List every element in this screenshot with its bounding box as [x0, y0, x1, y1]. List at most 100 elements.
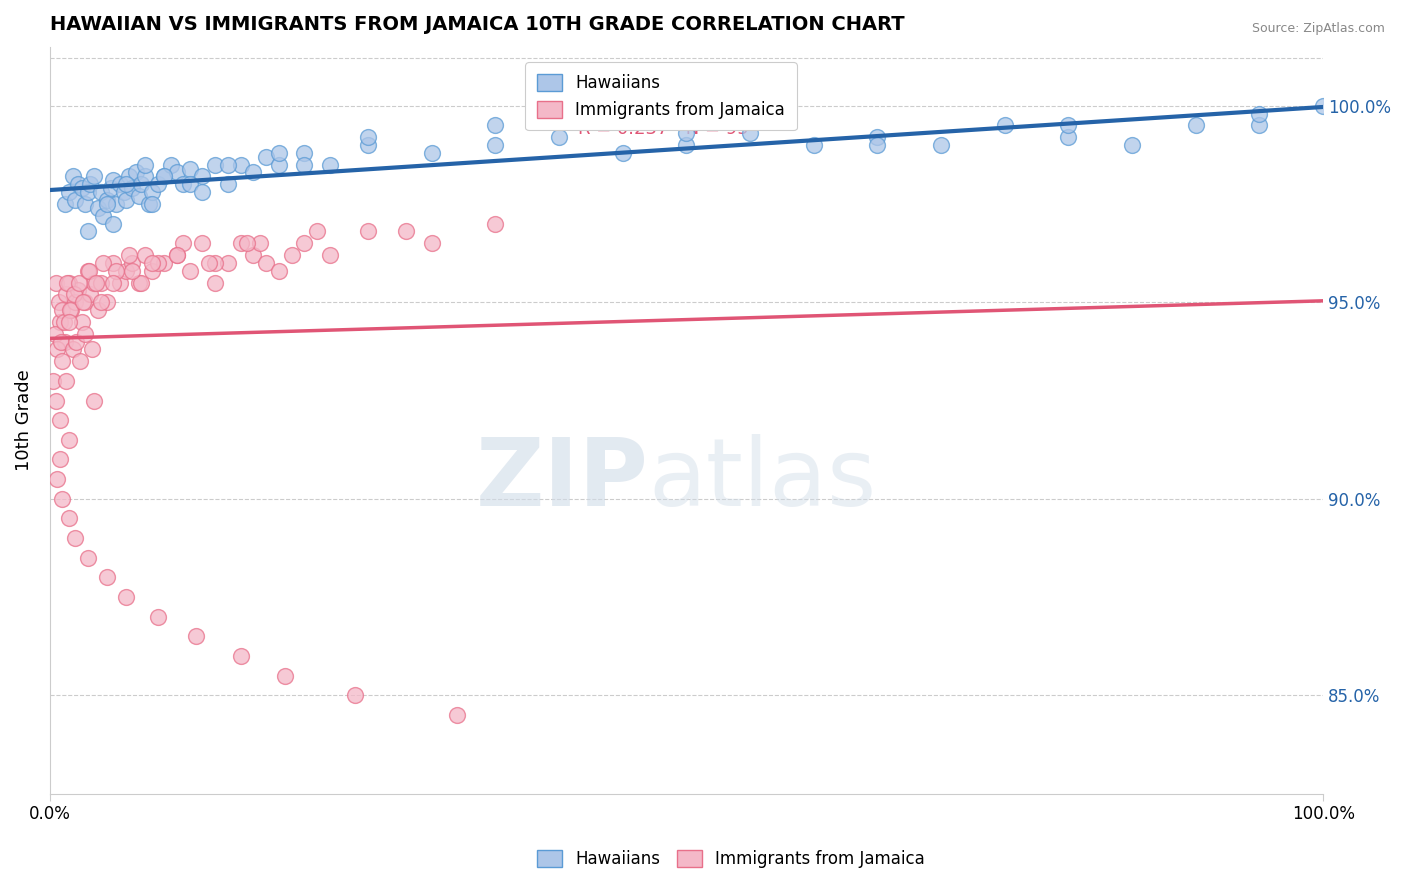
Point [484, 118, 506, 132]
Point [1057, 118, 1080, 132]
Point [103, 276, 125, 290]
Point [254, 150, 277, 164]
Text: ZIP: ZIP [475, 434, 648, 526]
Point [115, 193, 138, 207]
Point [49, 413, 72, 427]
Point [204, 276, 226, 290]
Point [738, 126, 761, 140]
Point [51, 303, 73, 318]
Point [90, 185, 112, 199]
Point [75, 326, 97, 341]
Point [65, 334, 87, 349]
Point [267, 264, 290, 278]
Point [166, 248, 188, 262]
Point [45, 276, 67, 290]
Point [146, 609, 169, 624]
Point [172, 236, 194, 251]
Point [217, 178, 239, 192]
Legend: Hawaiians, Immigrants from Jamaica: Hawaiians, Immigrants from Jamaica [530, 843, 932, 875]
Point [58, 511, 80, 525]
Point [1184, 118, 1206, 132]
Y-axis label: 10th Grade: 10th Grade [15, 369, 32, 471]
Point [229, 236, 252, 251]
Point [75, 295, 97, 310]
Point [179, 264, 201, 278]
Point [267, 158, 290, 172]
Text: atlas: atlas [648, 434, 876, 526]
Point [48, 295, 70, 310]
Point [63, 531, 86, 545]
Point [53, 197, 76, 211]
Point [131, 178, 153, 192]
Point [191, 185, 214, 199]
Point [141, 256, 163, 270]
Point [115, 178, 138, 192]
Point [103, 217, 125, 231]
Point [75, 197, 97, 211]
Point [49, 452, 72, 467]
Point [76, 264, 98, 278]
Point [112, 185, 135, 199]
Point [204, 256, 226, 270]
Point [96, 295, 118, 310]
Legend: Hawaiians, Immigrants from Jamaica: Hawaiians, Immigrants from Jamaica [526, 62, 797, 130]
Point [134, 158, 156, 172]
Text: HAWAIIAN VS IMMIGRANTS FROM JAMAICA 10TH GRADE CORRELATION CHART: HAWAIIAN VS IMMIGRANTS FROM JAMAICA 10TH… [49, 15, 904, 34]
Point [58, 433, 80, 447]
Point [249, 236, 271, 251]
Point [87, 201, 110, 215]
Point [55, 287, 77, 301]
Point [63, 287, 86, 301]
Point [108, 178, 131, 192]
Point [1312, 98, 1334, 112]
Point [138, 197, 160, 211]
Point [96, 570, 118, 584]
Point [141, 197, 163, 211]
Point [166, 248, 188, 262]
Point [128, 276, 150, 290]
Point [96, 197, 118, 211]
Point [52, 315, 75, 329]
Point [70, 315, 93, 329]
Point [76, 185, 98, 199]
Point [292, 145, 315, 160]
Point [191, 236, 214, 251]
Point [1121, 138, 1143, 153]
Point [236, 236, 259, 251]
Point [134, 248, 156, 262]
Point [121, 181, 143, 195]
Point [79, 178, 101, 192]
Point [675, 138, 697, 153]
Point [280, 248, 302, 262]
Point [51, 354, 73, 368]
Point [153, 169, 176, 184]
Point [100, 181, 122, 195]
Point [675, 126, 697, 140]
Point [62, 169, 84, 184]
Point [103, 173, 125, 187]
Point [117, 248, 139, 262]
Point [267, 145, 290, 160]
Point [115, 590, 138, 604]
Point [357, 224, 380, 238]
Point [66, 178, 89, 192]
Point [153, 256, 176, 270]
Point [229, 158, 252, 172]
Point [420, 145, 443, 160]
Point [242, 248, 264, 262]
Point [179, 178, 201, 192]
Point [63, 193, 86, 207]
Point [159, 158, 181, 172]
Point [103, 256, 125, 270]
Point [131, 276, 153, 290]
Point [548, 130, 571, 145]
Text: R = 0.237   N = 95: R = 0.237 N = 95 [578, 120, 749, 138]
Point [344, 689, 367, 703]
Point [134, 169, 156, 184]
Point [1249, 118, 1271, 132]
Point [146, 178, 169, 192]
Point [357, 130, 380, 145]
Point [60, 303, 83, 318]
Point [53, 334, 76, 349]
Point [44, 326, 66, 341]
